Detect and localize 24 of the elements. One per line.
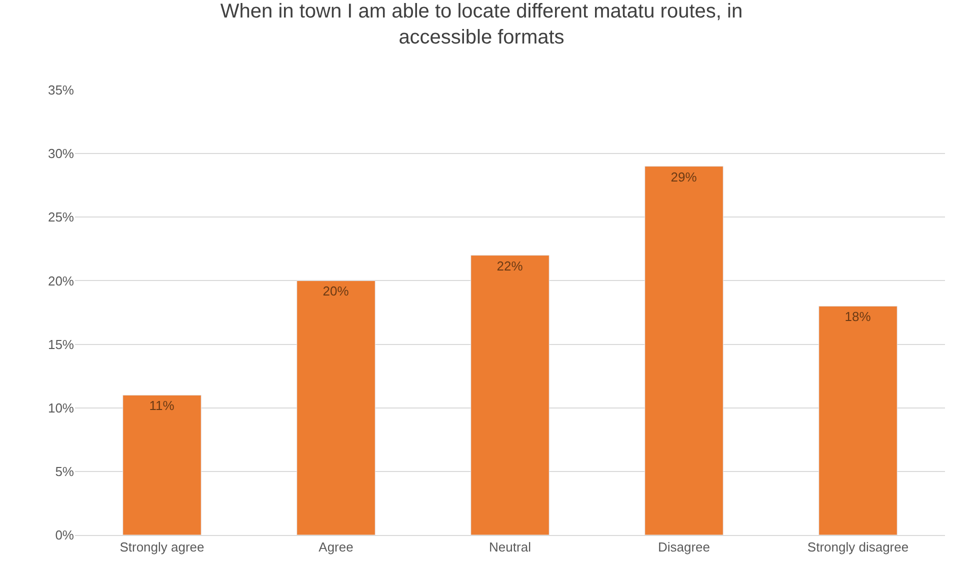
- y-tick-label: 0%: [55, 528, 74, 543]
- y-tick-label: 20%: [48, 273, 74, 288]
- x-tick-label: Agree: [318, 540, 354, 555]
- y-tick-label: 30%: [48, 146, 74, 162]
- bar: [644, 166, 724, 535]
- y-tick-label: 35%: [48, 82, 74, 98]
- x-tick-label: Disagree: [658, 540, 710, 555]
- data-label: 29%: [670, 169, 698, 184]
- y-tick-label: 10%: [48, 400, 74, 416]
- y-tick-label: 5%: [55, 464, 74, 479]
- data-label: 18%: [844, 309, 872, 324]
- y-tick-label: 25%: [48, 210, 74, 225]
- x-tick-label: Strongly disagree: [807, 540, 909, 555]
- chart-title: When in town I am able to locate different matatu routes, in accessible formats: [220, 0, 743, 48]
- x-tick-label: Strongly agree: [120, 540, 204, 555]
- bar: [122, 394, 202, 535]
- bar: [296, 280, 376, 535]
- data-label: 22%: [496, 258, 524, 274]
- data-label: 20%: [322, 284, 350, 299]
- bar: [818, 306, 898, 535]
- data-label: 11%: [149, 398, 175, 414]
- bar: [470, 255, 550, 535]
- y-tick-label: 15%: [48, 336, 74, 352]
- x-tick-label: Neutral: [489, 540, 532, 555]
